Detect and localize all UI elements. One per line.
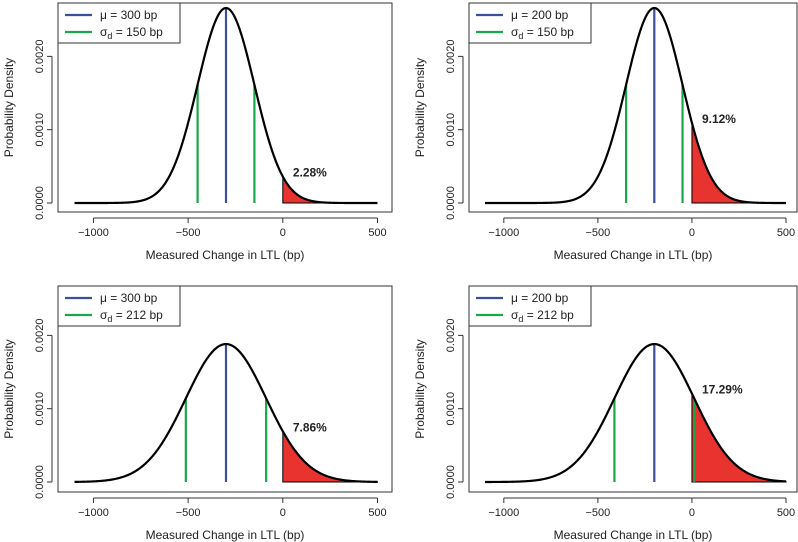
tail-percentage-label: 17.29% bbox=[702, 383, 743, 397]
x-tick-label: 0 bbox=[280, 507, 286, 519]
x-axis-title: Measured Change in LTL (bp) bbox=[146, 248, 305, 262]
x-tick-label: −1000 bbox=[78, 227, 109, 239]
y-tick-label: 0.0000 bbox=[34, 465, 46, 499]
y-tick-label: 0.0000 bbox=[445, 186, 457, 220]
shaded-tail-area bbox=[283, 431, 378, 482]
y-tick-label: 0.0010 bbox=[445, 392, 457, 426]
y-axis-title: Probability Density bbox=[2, 339, 16, 438]
tail-percentage-label: 7.86% bbox=[293, 420, 327, 434]
x-tick-label: −1000 bbox=[78, 507, 109, 519]
x-axis-title: Measured Change in LTL (bp) bbox=[554, 248, 713, 262]
chart-grid: −1000 −500 0 500 0.0000 0.0010 0.0020 Measured … bbox=[0, 0, 798, 542]
panel-top-left: −1000 −500 0 500 0.0000 0.0010 0.0020 Measured … bbox=[2, 3, 392, 262]
panel-bottom-right: −1000 −500 0 500 0.0000 0.0010 0.0020 Measured … bbox=[413, 286, 797, 542]
x-tick-label: −1000 bbox=[488, 227, 519, 239]
x-tick-label: −500 bbox=[585, 227, 610, 239]
y-tick-label: 0.0000 bbox=[34, 186, 46, 220]
x-tick-label: −500 bbox=[176, 227, 201, 239]
y-tick-label: 0.0020 bbox=[445, 319, 457, 353]
y-tick-label: 0.0010 bbox=[34, 113, 46, 147]
x-axis-title: Measured Change in LTL (bp) bbox=[554, 528, 713, 542]
y-tick-label: 0.0000 bbox=[445, 465, 457, 499]
x-tick-label: 0 bbox=[280, 227, 286, 239]
x-tick-label: 500 bbox=[777, 507, 795, 519]
y-tick-label: 0.0020 bbox=[445, 40, 457, 74]
y-axis-title: Probability Density bbox=[413, 58, 427, 157]
x-tick-label: −500 bbox=[176, 507, 201, 519]
y-tick-label: 0.0020 bbox=[34, 319, 46, 353]
x-tick-label: −1000 bbox=[488, 507, 519, 519]
x-tick-label: 500 bbox=[368, 227, 386, 239]
panel-bottom-left: −1000 −500 0 500 0.0000 0.0010 0.0020 Measured … bbox=[2, 286, 392, 542]
y-tick-label: 0.0020 bbox=[34, 40, 46, 74]
x-tick-label: 0 bbox=[689, 227, 695, 239]
x-tick-label: 0 bbox=[689, 507, 695, 519]
y-tick-label: 0.0010 bbox=[445, 113, 457, 147]
panel-top-right: −1000 −500 0 500 0.0000 0.0010 0.0020 Measured … bbox=[413, 3, 797, 262]
legend-label-mu: μ = 300 bp bbox=[100, 291, 158, 305]
tail-percentage-label: 9.12% bbox=[702, 112, 736, 126]
legend-label-mu: μ = 200 bp bbox=[511, 291, 569, 305]
x-tick-label: 500 bbox=[368, 507, 386, 519]
x-axis-title: Measured Change in LTL (bp) bbox=[146, 528, 305, 542]
figure: −1000 −500 0 500 0.0000 0.0010 0.0020 Measured … bbox=[0, 0, 798, 542]
y-tick-label: 0.0010 bbox=[34, 392, 46, 426]
y-axis-title: Probability Density bbox=[2, 58, 16, 157]
legend-label-mu: μ = 300 bp bbox=[100, 8, 158, 22]
x-tick-label: 500 bbox=[777, 227, 795, 239]
density-curve bbox=[485, 344, 786, 482]
shaded-tail-area bbox=[283, 177, 378, 203]
legend-label-mu: μ = 200 bp bbox=[511, 8, 569, 22]
y-axis-title: Probability Density bbox=[413, 339, 427, 438]
shaded-tail-area bbox=[692, 123, 786, 203]
tail-percentage-label: 2.28% bbox=[293, 166, 327, 180]
x-tick-label: −500 bbox=[585, 507, 610, 519]
